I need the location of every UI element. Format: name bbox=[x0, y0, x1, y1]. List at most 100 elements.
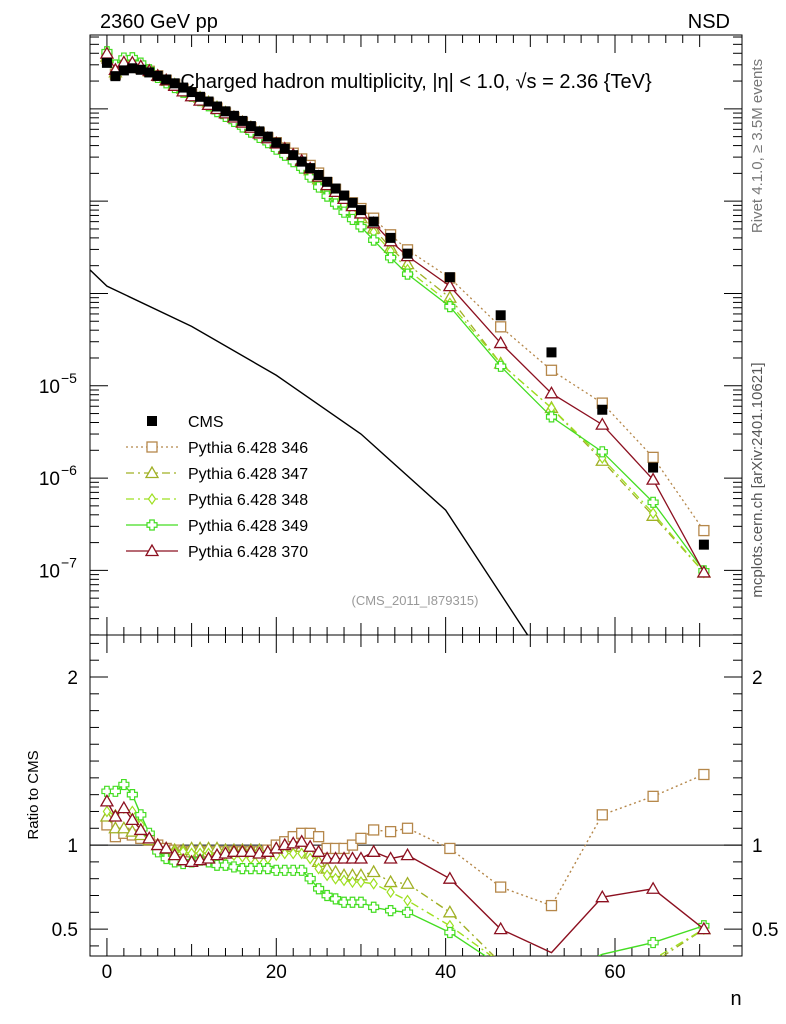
ratio-series-marker bbox=[236, 863, 249, 875]
x-tick-label: 0 bbox=[102, 962, 113, 983]
main-series-marker bbox=[545, 364, 558, 376]
main-series-marker bbox=[321, 190, 333, 202]
x-tick-label: 20 bbox=[266, 962, 287, 983]
ratio-series-marker bbox=[348, 876, 357, 889]
cms-data-point bbox=[254, 126, 265, 137]
ratio-series-marker bbox=[150, 837, 165, 851]
main-series-marker bbox=[313, 181, 325, 193]
cms-data-point bbox=[186, 87, 197, 98]
ratio-series-marker bbox=[270, 864, 282, 876]
ratio-series-marker bbox=[368, 901, 380, 913]
ratio-series-marker bbox=[329, 893, 342, 905]
legend: CMS Pythia 6.428 346 Pythia 6.428 347 Pythi… bbox=[126, 414, 308, 561]
ratio-series-marker bbox=[116, 820, 131, 834]
x-tick-label: 40 bbox=[435, 962, 456, 983]
ratio-series-marker bbox=[304, 873, 316, 885]
ratio-y-tick-label-left: 1 bbox=[67, 836, 78, 857]
ratio-y-axis-label: Ratio to CMS bbox=[25, 750, 42, 839]
cms-data-point bbox=[144, 67, 155, 78]
main-series-line bbox=[106, 57, 705, 531]
x-tick-label: 60 bbox=[604, 962, 625, 983]
ratio-series-marker bbox=[253, 863, 265, 875]
cms-data-point bbox=[495, 310, 506, 321]
reference-curve bbox=[90, 269, 529, 635]
main-series-marker bbox=[696, 565, 712, 578]
ratio-series-marker bbox=[219, 859, 232, 871]
header-process-label: NSD bbox=[688, 11, 730, 33]
ratio-series-marker bbox=[696, 921, 712, 935]
cms-data-point bbox=[368, 216, 379, 227]
main-series-marker bbox=[355, 221, 367, 233]
ratio-series-marker bbox=[647, 790, 659, 802]
ratio-axis-ticks bbox=[90, 635, 742, 956]
ratio-series-marker bbox=[339, 874, 349, 887]
ratio-series-marker bbox=[369, 877, 378, 890]
ratio-y-tick-label-right: 0.5 bbox=[752, 920, 778, 941]
chart-title: Charged hadron multiplicity, |η| < 1.0, … bbox=[180, 71, 652, 93]
ratio-series-layer bbox=[99, 768, 712, 956]
legend-marker bbox=[147, 492, 157, 506]
ratio-series-marker bbox=[142, 831, 157, 844]
ratio-series-marker bbox=[126, 789, 138, 801]
cms-data-point bbox=[195, 91, 206, 102]
ratio-series-marker bbox=[383, 851, 398, 864]
ratio-series-marker bbox=[386, 886, 395, 899]
main-series-marker bbox=[545, 411, 558, 423]
ratio-tick-labels: 0.5 0.51 12 20 20 40 60 bbox=[52, 668, 779, 983]
cms-data-point bbox=[305, 163, 316, 174]
ratio-series-marker bbox=[331, 872, 340, 885]
ratio-series-marker bbox=[287, 864, 299, 876]
ratio-y-tick-label-right: 2 bbox=[752, 668, 763, 689]
ratio-series-marker bbox=[313, 883, 325, 895]
main-axis-ticks bbox=[90, 35, 742, 636]
cms-data-point bbox=[203, 96, 214, 107]
ratio-series-marker bbox=[345, 851, 360, 864]
main-series-marker bbox=[645, 472, 661, 485]
main-series-marker bbox=[648, 507, 658, 520]
ratio-series-line bbox=[106, 816, 705, 956]
main-series-marker bbox=[647, 451, 659, 464]
ratio-series-marker bbox=[167, 847, 182, 861]
ratio-series-marker bbox=[118, 778, 130, 791]
cms-data-point bbox=[402, 248, 413, 259]
ratio-frame bbox=[89, 634, 743, 957]
cms-data-point bbox=[178, 82, 189, 93]
ratio-series-marker bbox=[442, 904, 457, 918]
legend-marker bbox=[144, 465, 160, 479]
reference-curve-line bbox=[90, 269, 529, 635]
ratio-series-marker bbox=[338, 896, 350, 908]
main-series-marker bbox=[493, 335, 508, 349]
ratio-series-marker bbox=[444, 842, 456, 855]
mcplots-info-label: mcplots.cern.ch [arXiv:2401.10621] bbox=[749, 362, 766, 597]
cms-data-point bbox=[330, 183, 341, 194]
legend-marker bbox=[144, 543, 160, 557]
ratio-series-marker bbox=[384, 825, 397, 838]
ratio-series-marker bbox=[101, 785, 113, 797]
ratio-series-marker bbox=[444, 926, 456, 939]
ratio-series-marker bbox=[133, 822, 148, 836]
main-series-marker bbox=[401, 268, 414, 280]
main-series-line bbox=[106, 56, 705, 573]
cms-data-point bbox=[135, 64, 146, 75]
ratio-series-marker bbox=[346, 839, 359, 851]
main-y-tick-exponent: −7 bbox=[61, 554, 77, 570]
ratio-series-marker bbox=[353, 851, 369, 864]
legend-marker bbox=[146, 441, 158, 453]
main-y-tick-label: 10 bbox=[39, 561, 60, 582]
ratio-series-marker bbox=[596, 809, 608, 821]
cms-data-point bbox=[385, 232, 396, 243]
cms-data-point bbox=[698, 539, 709, 550]
ratio-series-marker bbox=[228, 861, 240, 873]
ratio-series-marker bbox=[288, 847, 298, 860]
ratio-series-marker bbox=[595, 889, 610, 903]
cms-data-point bbox=[110, 71, 121, 82]
main-series-marker bbox=[595, 417, 610, 430]
legend-marker bbox=[147, 416, 157, 426]
cms-data-point bbox=[271, 137, 282, 148]
ratio-series-marker bbox=[294, 834, 309, 847]
cms-data-point bbox=[355, 205, 366, 216]
cms-data-point bbox=[101, 57, 112, 68]
ratio-series-marker bbox=[116, 800, 131, 814]
legend-label: CMS bbox=[188, 414, 224, 431]
main-series-marker bbox=[444, 301, 456, 313]
